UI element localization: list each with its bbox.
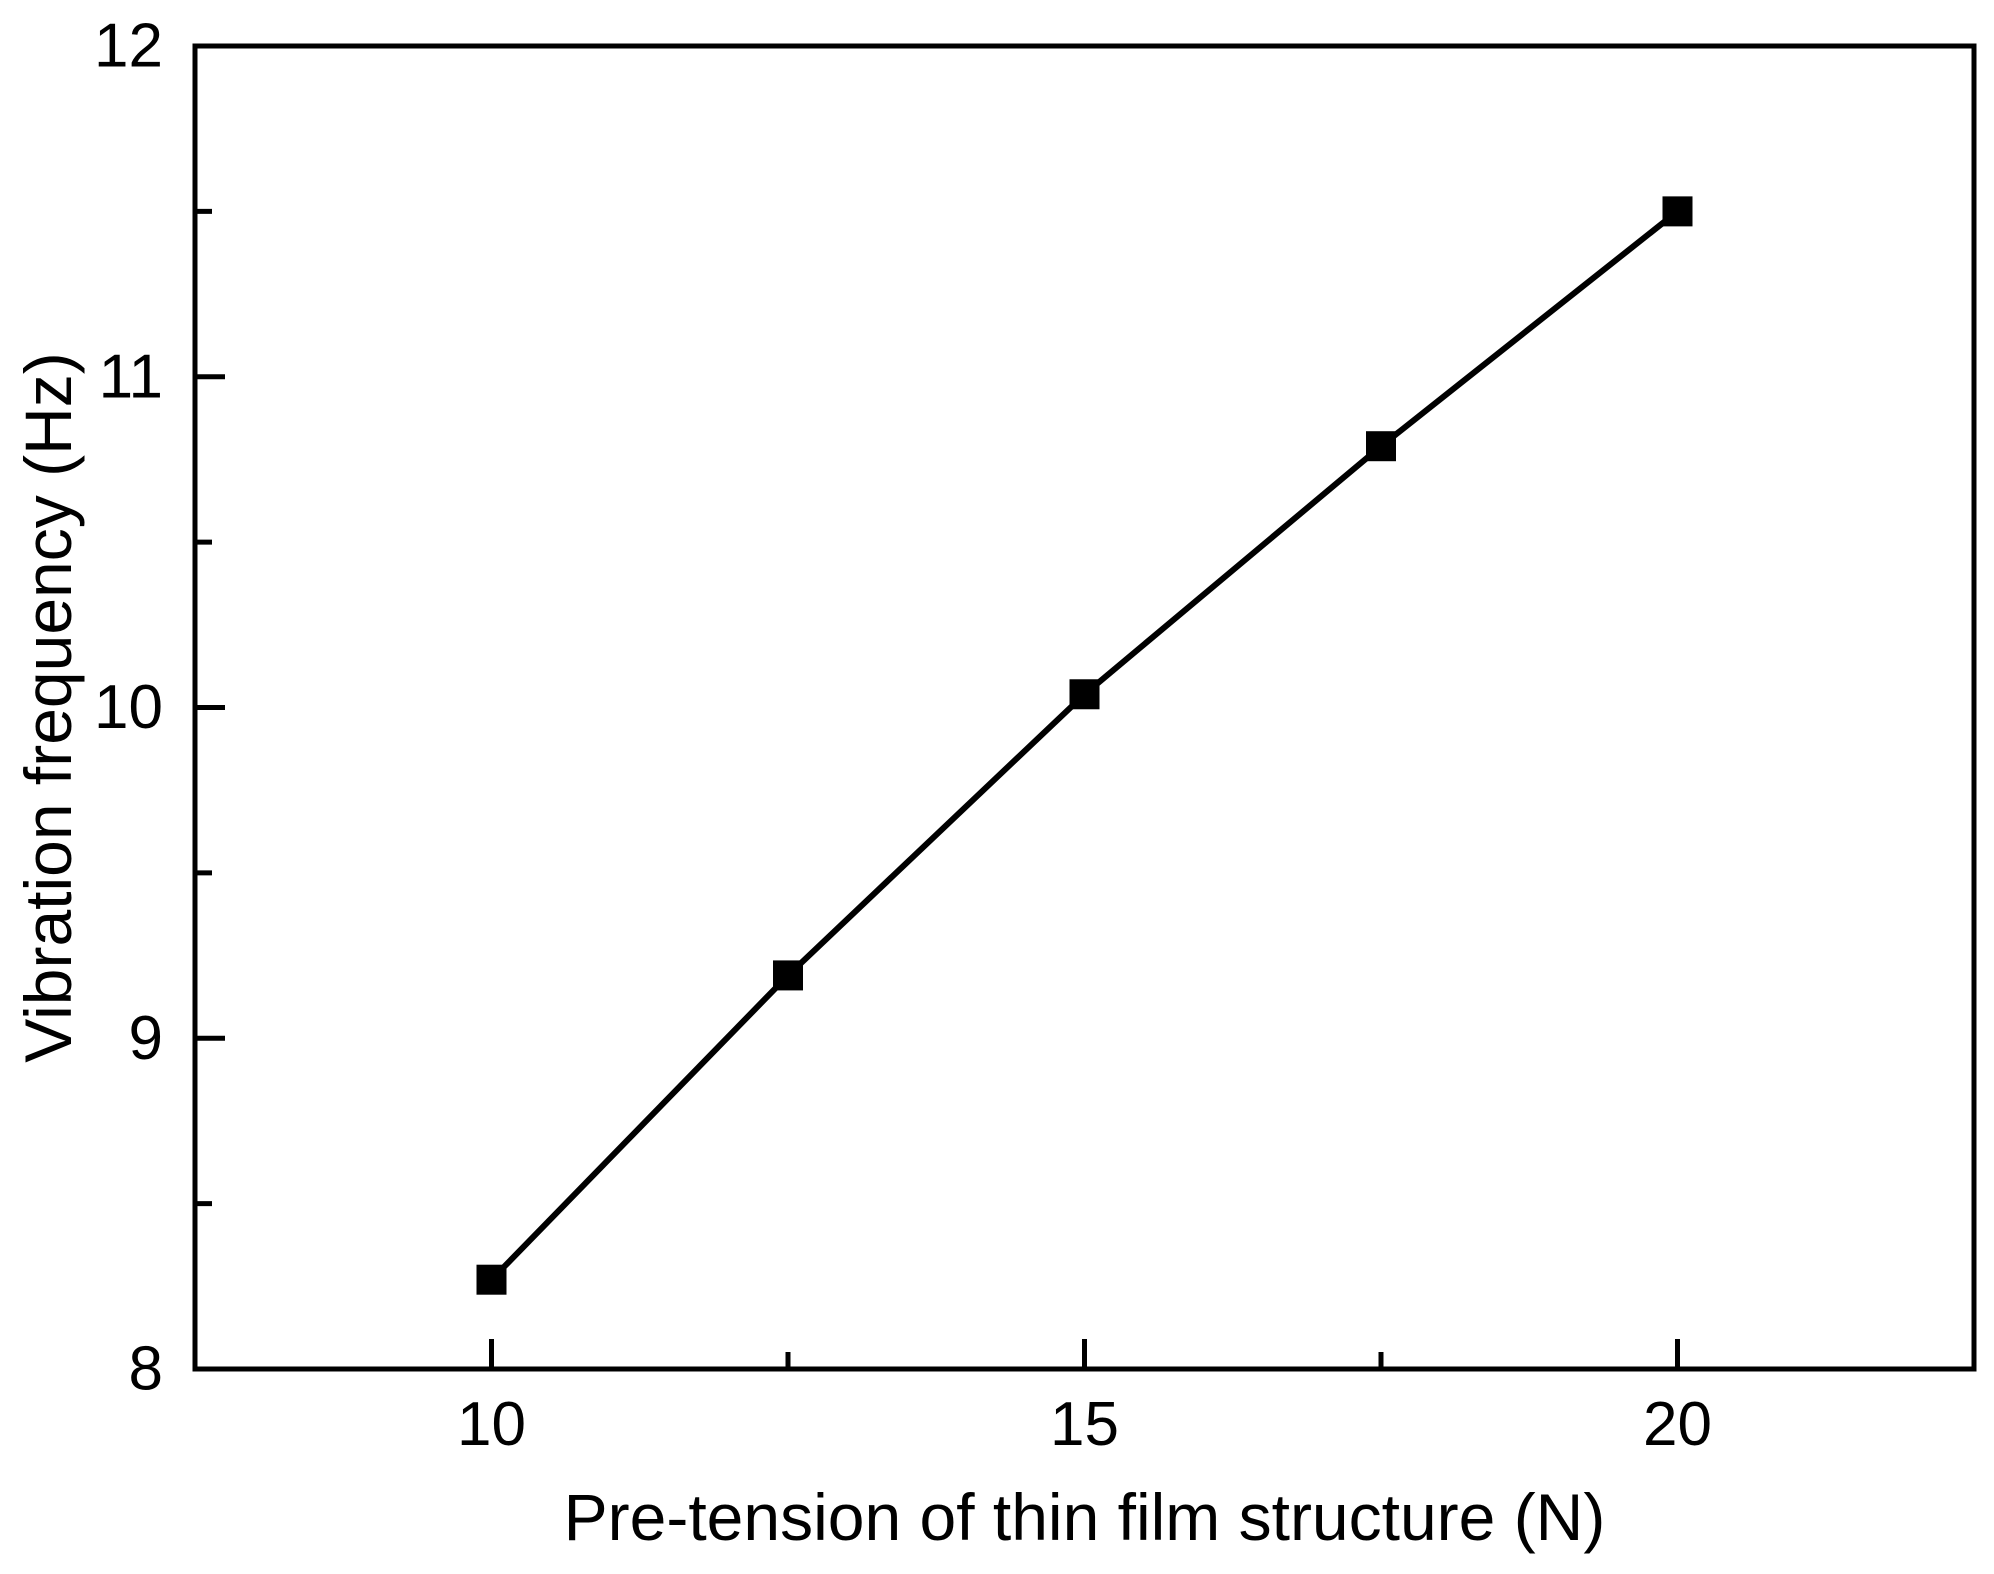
y-axis-title: Vibration frequency (Hz)	[11, 352, 85, 1062]
x-axis-title: Pre-tension of thin film structure (N)	[564, 1480, 1606, 1554]
y-tick-label: 9	[129, 1004, 163, 1073]
y-tick-label: 11	[99, 342, 163, 411]
y-tick-label: 8	[129, 1335, 163, 1404]
y-tick-label: 12	[94, 12, 163, 81]
data-point-marker	[773, 960, 803, 991]
data-point-marker	[476, 1264, 507, 1295]
x-tick-label: 20	[1643, 1390, 1712, 1459]
data-point-marker	[1662, 196, 1693, 227]
x-tick-label: 10	[457, 1390, 526, 1459]
data-point-marker	[1366, 431, 1396, 462]
y-tick-label: 10	[94, 673, 163, 742]
data-point-marker	[1069, 679, 1100, 710]
x-tick-label: 15	[1050, 1390, 1119, 1459]
